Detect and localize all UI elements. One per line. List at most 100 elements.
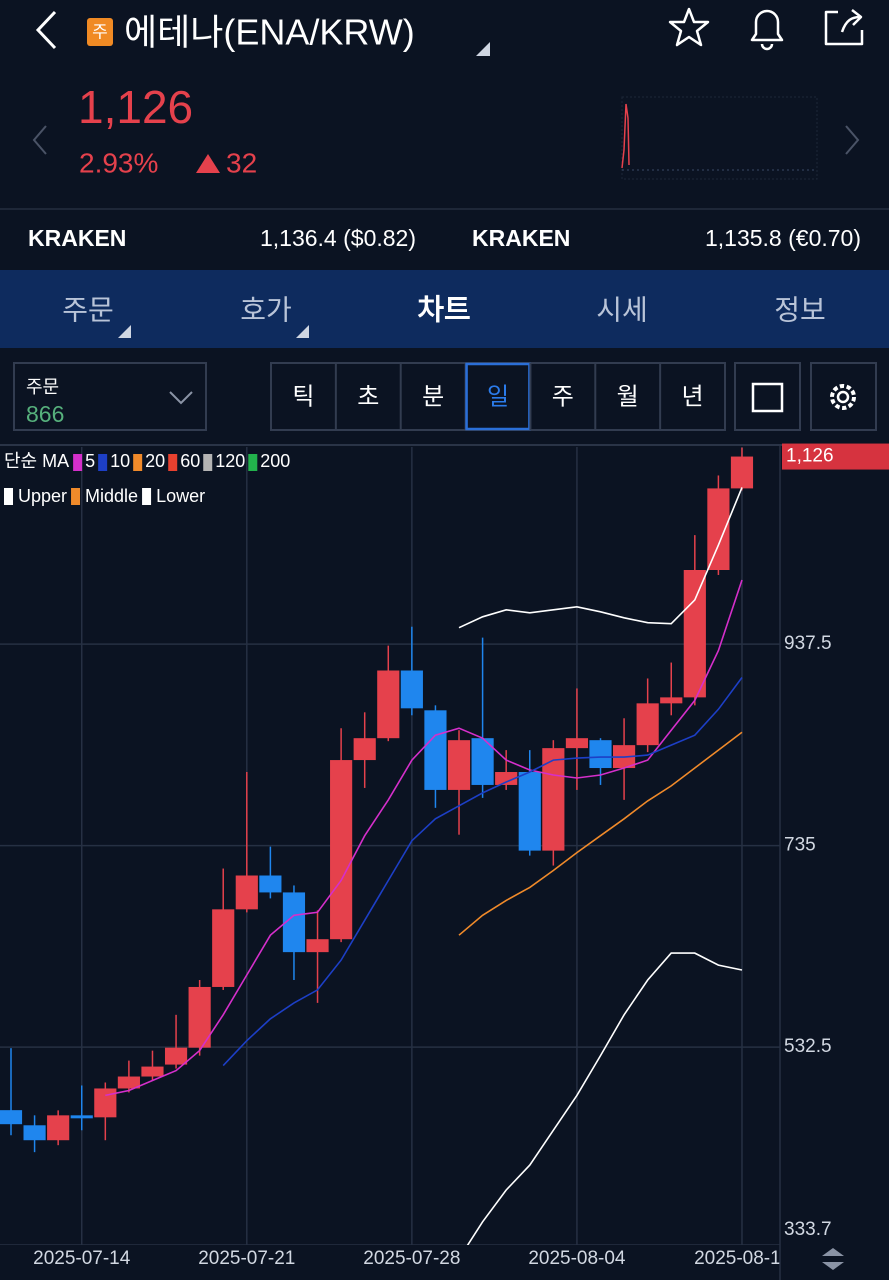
order-label: 주문 <box>26 377 59 397</box>
legend-label: 120 <box>215 451 245 471</box>
candle-body <box>565 738 589 749</box>
period-option[interactable]: 년 <box>682 383 704 410</box>
legend-label: Middle <box>85 486 138 506</box>
scroll-handle[interactable] <box>822 1248 844 1256</box>
back-button[interactable] <box>35 10 57 50</box>
period-option[interactable]: 초 <box>357 383 379 410</box>
candle-body <box>164 1047 188 1065</box>
candle-body <box>47 1115 70 1141</box>
alert-icon[interactable] <box>750 9 784 51</box>
order-box[interactable] <box>13 362 207 431</box>
candle-body <box>94 1088 117 1118</box>
x-tick-label: 2025-08-11 <box>694 1248 790 1269</box>
y-tick-label: 532.5 <box>784 1036 832 1057</box>
legend-label: Lower <box>156 486 205 506</box>
tab-active[interactable]: 차트 <box>417 294 470 327</box>
period-option[interactable]: 주 <box>552 383 574 410</box>
candle-body <box>424 710 447 790</box>
quote-change: 32 <box>226 147 257 178</box>
y-tick-label: 937.5 <box>784 633 832 654</box>
tab-dropdown <box>296 325 309 338</box>
quote-change-pct: 2.93% <box>79 147 158 178</box>
legend-swatch <box>168 454 178 471</box>
candle-body <box>235 875 258 910</box>
y-tick-label: 333.7 <box>784 1219 832 1240</box>
period-option[interactable]: 월 <box>617 383 639 410</box>
candle-body <box>353 738 376 761</box>
legend-label: Upper <box>18 486 67 506</box>
tab[interactable]: 정보 <box>774 294 826 325</box>
candle-body <box>282 892 306 953</box>
settings-gear <box>830 384 856 410</box>
tab[interactable]: 시세 <box>596 294 648 325</box>
scroll-handle[interactable] <box>822 1262 844 1270</box>
legend-swatch <box>142 488 152 505</box>
candle-body <box>400 670 423 709</box>
next-arrow[interactable] <box>845 125 860 155</box>
settings-button[interactable] <box>810 362 877 431</box>
candle-body <box>70 1115 93 1119</box>
y-tick-label: 735 <box>784 835 816 856</box>
order-chevron <box>169 391 193 405</box>
legend-swatch <box>203 454 213 471</box>
legend-swatch <box>133 454 143 471</box>
legend-swatch <box>248 454 258 471</box>
exchange-price: 1,135.8 (€0.70) <box>705 225 861 251</box>
plot-area <box>0 447 780 1245</box>
candle-body <box>495 772 518 785</box>
ma-line <box>105 579 743 1097</box>
candle-body <box>212 909 235 987</box>
period-option[interactable]: 분 <box>422 383 444 410</box>
legend-label: 60 <box>180 451 200 471</box>
tab[interactable]: 주문 <box>62 294 114 325</box>
candle-body <box>23 1125 46 1141</box>
candle-body <box>730 456 754 489</box>
y-axis-panel <box>780 446 889 1280</box>
quote-price: 1,126 <box>78 81 193 133</box>
legend-swatch <box>98 454 108 471</box>
order-value: 866 <box>26 401 64 427</box>
x-tick-label: 2025-08-04 <box>528 1248 626 1269</box>
x-tick-label: 2025-07-28 <box>363 1248 460 1269</box>
candle-body <box>471 738 494 785</box>
prev-arrow[interactable] <box>32 125 47 155</box>
candle-body <box>660 697 683 704</box>
x-tick-label: 2025-07-21 <box>198 1248 295 1269</box>
candle-body <box>330 760 353 940</box>
exchange-name: KRAKEN <box>472 225 570 251</box>
candle-body <box>188 986 211 1048</box>
candle-body <box>707 488 730 570</box>
page-title[interactable]: 에테나(ENA/KRW) <box>124 12 415 53</box>
price-tag-label: 1,126 <box>786 446 834 467</box>
legend-swatch <box>4 488 13 505</box>
candle-body <box>117 1076 140 1089</box>
legend-label: 20 <box>145 451 165 471</box>
badge-text: 주 <box>92 22 108 41</box>
candle-body <box>447 740 471 790</box>
tab-bar <box>0 270 889 348</box>
exchange-price: 1,136.4 ($0.82) <box>260 225 416 251</box>
candle-body <box>636 703 659 746</box>
title-dropdown[interactable] <box>476 42 490 56</box>
exchange-name: KRAKEN <box>28 225 126 251</box>
share-icon[interactable] <box>824 9 864 46</box>
tab[interactable]: 호가 <box>240 294 292 325</box>
favorite-icon[interactable] <box>668 7 710 47</box>
candle-body <box>259 875 282 893</box>
badge <box>87 18 113 46</box>
candle-body <box>0 1110 23 1125</box>
sparkline-box <box>621 96 818 180</box>
layout-button[interactable] <box>734 362 801 431</box>
legend-swatch <box>73 454 83 471</box>
period-option[interactable]: 틱 <box>292 383 314 410</box>
period-option[interactable]: 일 <box>487 383 509 410</box>
candle-body <box>589 740 612 769</box>
band-line <box>466 952 743 1245</box>
ma-line <box>458 731 743 936</box>
candle-body <box>377 670 400 739</box>
candle-body <box>141 1066 164 1077</box>
candle-body <box>683 569 706 698</box>
